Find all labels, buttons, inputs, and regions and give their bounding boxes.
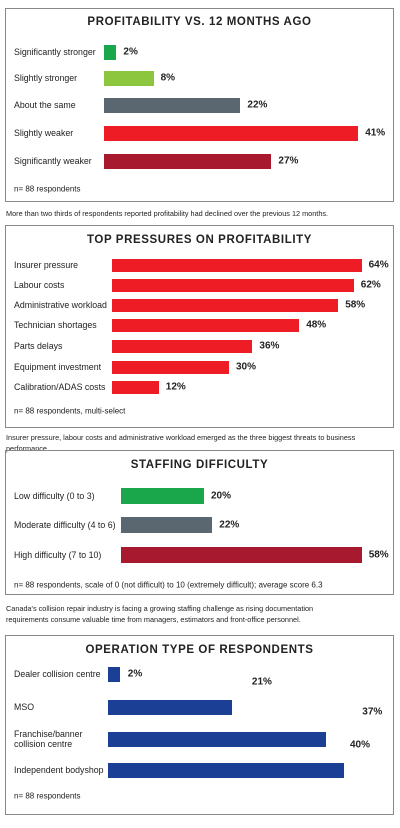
value-label: 48% — [306, 319, 327, 331]
bar — [121, 488, 204, 504]
category-label: Slightly stronger — [14, 73, 78, 83]
value-label: 36% — [259, 340, 280, 352]
category-label: Labour costs — [14, 280, 65, 290]
value-label: 12% — [165, 381, 186, 393]
chart-panel — [5, 450, 394, 595]
chart-note: n= 88 respondents, scale of 0 (not diffi… — [14, 580, 323, 590]
category-label: About the same — [14, 100, 76, 110]
category-label: Insurer pressure — [14, 260, 79, 270]
bar — [121, 547, 362, 563]
bar — [104, 97, 241, 113]
value-label: 58% — [345, 299, 366, 311]
bar — [112, 339, 253, 353]
bar — [108, 731, 327, 747]
category-label: Technician shortages — [14, 320, 97, 330]
bar — [108, 666, 120, 682]
chart-title: OPERATION TYPE OF RESPONDENTS — [85, 644, 314, 656]
value-label: 20% — [211, 490, 232, 502]
bar — [112, 298, 339, 312]
bar — [112, 380, 159, 394]
value-label: 30% — [236, 361, 257, 373]
value-label: 58% — [368, 549, 389, 561]
value-label: 62% — [360, 279, 381, 291]
category-label: Dealer collision centre — [14, 669, 101, 679]
value-label: 27% — [278, 155, 299, 167]
bar — [112, 278, 354, 292]
chart-title: TOP PRESSURES ON PROFITABILITY — [86, 234, 313, 246]
value-label: 41% — [365, 127, 386, 139]
value-label: 2% — [123, 46, 138, 58]
chart-title: STAFFING DIFFICULTY — [130, 459, 269, 471]
value-label: 37% — [362, 706, 383, 718]
chart-title: PROFITABILITY VS. 12 MONTHS AGO — [87, 16, 312, 28]
bar — [112, 318, 300, 332]
bar — [104, 153, 272, 169]
chart-panel — [5, 635, 394, 815]
category-label: High difficulty (7 to 10) — [14, 550, 102, 560]
category-label: Significantly stronger — [14, 47, 96, 57]
value-label: 21% — [251, 676, 272, 688]
chart-caption: Canada's collision repair industry is fa… — [6, 604, 314, 624]
bar — [108, 762, 344, 778]
value-label: 22% — [219, 519, 240, 531]
value-label: 40% — [350, 739, 371, 751]
bar — [104, 44, 117, 60]
chart-note: n= 88 respondents, multi-select — [14, 406, 126, 416]
value-label: 8% — [160, 72, 176, 84]
chart-panel — [5, 225, 394, 428]
bar — [108, 699, 232, 715]
category-label: MSO — [14, 702, 35, 712]
bar — [121, 517, 213, 533]
category-label: Parts delays — [14, 341, 63, 351]
value-label: 64% — [368, 259, 389, 271]
category-label: Equipment investment — [14, 362, 102, 372]
category-label: Calibration/ADAS costs — [14, 382, 106, 392]
bar — [112, 258, 362, 272]
category-label: Moderate difficulty (4 to 6) — [14, 520, 116, 530]
chart-caption: Insurer pressure, labour costs and admin… — [6, 433, 356, 453]
category-label: Independent bodyshop — [14, 765, 104, 775]
bar — [104, 125, 359, 141]
value-label: 2% — [127, 668, 143, 680]
category-label: Low difficulty (0 to 3) — [14, 491, 95, 501]
chart-panel — [5, 8, 394, 202]
category-label: Slightly weaker — [14, 128, 74, 138]
chart-note: n= 88 respondents — [14, 184, 81, 194]
category-label: Administrative workload — [14, 300, 107, 310]
bar — [112, 360, 229, 374]
bar — [104, 70, 154, 86]
value-label: 22% — [247, 99, 268, 111]
category-label: Franchise/banner collision centre — [14, 729, 83, 749]
category-label: Significantly weaker — [14, 156, 92, 166]
chart-note: n= 88 respondents — [14, 791, 81, 801]
chart-caption: More than two thirds of respondents repo… — [6, 209, 329, 218]
